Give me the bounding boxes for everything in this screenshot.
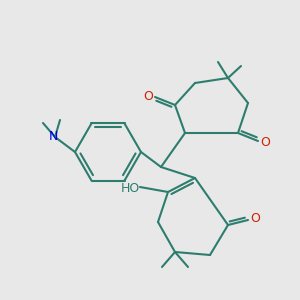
Text: O: O xyxy=(260,136,270,148)
Text: O: O xyxy=(143,89,153,103)
Text: O: O xyxy=(250,212,260,224)
Text: HO: HO xyxy=(120,182,140,194)
Text: N: N xyxy=(48,130,58,142)
